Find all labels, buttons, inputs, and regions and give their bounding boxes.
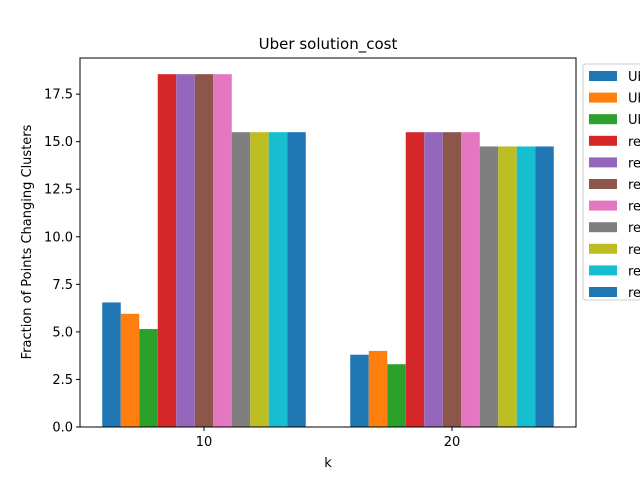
legend-label: Ub	[628, 70, 640, 85]
legend-swatch	[589, 114, 617, 125]
bar-s1-10	[120, 313, 140, 427]
legend-label: re	[628, 200, 640, 215]
bar-s2-10	[139, 329, 158, 427]
bar-s3-10	[157, 74, 177, 428]
y-tick-label: 10.0	[44, 230, 73, 245]
y-tick-label: 2.5	[52, 373, 73, 388]
y-tick-label: 5.0	[52, 325, 73, 340]
legend-swatch	[589, 243, 617, 254]
legend-swatch	[589, 71, 617, 81]
bar-s10-20	[535, 146, 554, 427]
y-axis-title: Fraction of Points Changing Clusters	[20, 124, 35, 359]
legend-label: re	[628, 286, 640, 301]
x-tick-label: 20	[444, 435, 461, 450]
bar-s7-20	[479, 146, 499, 427]
bar-s3-20	[405, 132, 425, 427]
x-axis-title: k	[324, 456, 332, 471]
plot-frame	[79, 57, 577, 428]
legend-swatch	[589, 265, 617, 276]
chart-title: Uber solution_cost	[259, 35, 398, 54]
legend-swatch	[589, 92, 617, 103]
legend-swatch	[589, 135, 617, 146]
legend-label: re	[628, 156, 640, 171]
legend-label: Ub	[628, 113, 640, 128]
y-tick-label: 0.0	[52, 421, 73, 436]
x-axis: 10 20	[196, 427, 461, 450]
legend-swatch	[589, 200, 617, 211]
legend-label: re	[628, 243, 640, 258]
bar-s10-10	[287, 132, 306, 427]
bar-s8-10	[250, 132, 269, 427]
y-tick-label: 17.5	[44, 88, 73, 103]
bar-s2-20	[387, 364, 406, 427]
bar-s5-10	[194, 74, 214, 428]
y-axis: 0.0 2.5 5.0 7.5 10.0 12.5 15.0 17.5	[44, 88, 80, 436]
bar-s4-10	[176, 74, 195, 428]
bar-s5-20	[442, 132, 462, 427]
y-tick-label: 15.0	[44, 135, 73, 150]
legend-label: re	[628, 135, 640, 150]
bar-s0-20	[350, 354, 369, 427]
y-tick-label: 7.5	[52, 278, 73, 293]
bar-s0-10	[102, 302, 121, 427]
bar-s8-20	[498, 146, 517, 427]
legend-swatch	[589, 222, 617, 233]
bar-s9-10	[268, 132, 288, 427]
legend-label: re	[628, 221, 640, 236]
x-tick-label: 10	[196, 435, 213, 450]
bar-s6-10	[213, 74, 232, 428]
bar-s6-20	[461, 132, 480, 427]
bar-s7-10	[231, 132, 251, 427]
legend-swatch	[589, 157, 617, 168]
bars-group	[102, 74, 554, 428]
legend-label: Ub	[628, 92, 640, 107]
bar-s4-20	[424, 132, 443, 427]
legend-label: re	[628, 264, 640, 279]
bar-s9-20	[516, 146, 536, 427]
legend-swatch	[589, 287, 617, 297]
bar-s1-20	[368, 350, 388, 427]
legend-label: re	[628, 178, 640, 193]
legend: Ub Ub Ub re re re re re re re re	[582, 63, 640, 301]
legend-swatch	[589, 179, 617, 189]
y-tick-label: 12.5	[44, 183, 73, 198]
